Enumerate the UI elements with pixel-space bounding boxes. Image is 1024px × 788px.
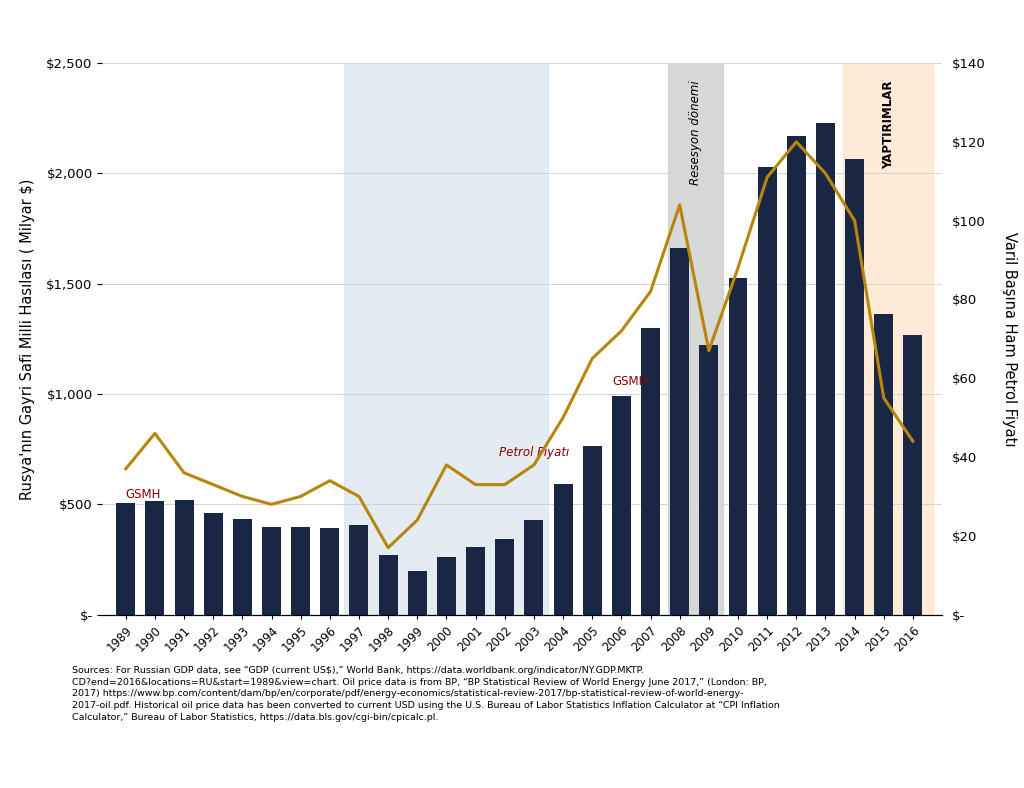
Bar (408, 571, 427, 615)
Bar (554, 485, 572, 615)
Bar (344, 63, 549, 615)
Text: GSMH: GSMH (612, 375, 648, 388)
Bar (496, 538, 514, 615)
Text: GSMH: GSMH (126, 488, 161, 500)
Bar (641, 328, 660, 615)
Bar (466, 547, 485, 615)
Bar (174, 500, 194, 615)
Text: YAPTIRIMLAR: YAPTIRIMLAR (882, 80, 895, 169)
Bar (816, 123, 835, 615)
Bar (668, 63, 723, 615)
Text: Sources: For Russian GDP data, see “GDP (current US$),” World Bank, https://data: Sources: For Russian GDP data, see “GDP … (72, 666, 779, 722)
Bar (437, 557, 456, 615)
Bar (321, 528, 339, 615)
Bar (728, 278, 748, 615)
Bar (843, 63, 933, 615)
Bar (204, 513, 222, 615)
Bar (262, 527, 281, 615)
Bar (117, 503, 135, 615)
Bar (232, 519, 252, 615)
Bar (524, 519, 544, 615)
Bar (349, 526, 369, 615)
Bar (699, 345, 718, 615)
Bar (145, 500, 165, 615)
Text: Resesyon dönemi: Resesyon dönemi (689, 80, 702, 185)
Bar (758, 166, 776, 615)
Bar (903, 335, 923, 615)
Y-axis label: Rusya'nın Gayri Safi Milli Hasılası ( Milyar $): Rusya'nın Gayri Safi Milli Hasılası ( Mi… (20, 178, 35, 500)
Y-axis label: Varil Başına Ham Petrol Fiyatı: Varil Başına Ham Petrol Fiyatı (1002, 232, 1017, 446)
Bar (874, 314, 893, 615)
Bar (786, 136, 806, 615)
Bar (670, 248, 689, 615)
Bar (291, 527, 310, 615)
Bar (845, 159, 864, 615)
Text: Petrol Fiyatı: Petrol Fiyatı (499, 446, 569, 459)
Bar (379, 555, 397, 615)
Bar (612, 396, 631, 615)
Bar (583, 446, 602, 615)
